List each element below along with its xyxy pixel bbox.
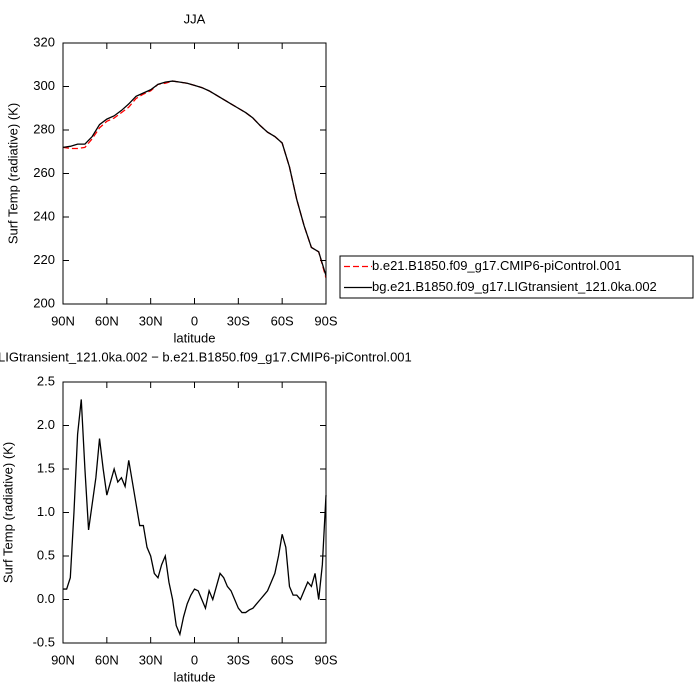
y-tick-label: 0.5 [37, 547, 55, 562]
chart-title: LIGtransient_121.0ka.002 − b.e21.B1850.f… [0, 349, 412, 364]
data-line [63, 399, 327, 637]
chart-title: JJA [184, 11, 206, 26]
x-tick-label: 90S [314, 313, 337, 328]
plot-frame [62, 42, 327, 305]
x-tick-label: 30N [139, 652, 163, 667]
y-tick-label: -0.5 [33, 634, 55, 649]
y-tick-label: 2.0 [37, 417, 55, 432]
y-tick-label: 220 [33, 252, 55, 267]
x-tick-label: 60N [95, 313, 119, 328]
legend-label: bg.e21.B1850.f09_g17.LIGtransient_121.0k… [372, 279, 657, 294]
y-tick-label: 2.5 [37, 373, 55, 388]
plot-frame [62, 381, 327, 644]
y-tick-label: 300 [33, 78, 55, 93]
data-line [62, 80, 327, 276]
legend-box [339, 255, 694, 299]
y-tick-label: 280 [33, 121, 55, 136]
x-tick-label: 30N [139, 313, 163, 328]
y-tick-label: 200 [33, 295, 55, 310]
x-tick-label: 30S [227, 652, 250, 667]
x-tick-label: 90N [51, 313, 75, 328]
x-tick-label: 90S [314, 652, 337, 667]
y-tick-label: 1.0 [37, 504, 55, 519]
x-tick-label: 60N [95, 652, 119, 667]
y-tick-label: 0.0 [37, 591, 55, 606]
y-tick-label: 260 [33, 165, 55, 180]
x-tick-label: 30S [227, 313, 250, 328]
x-axis-label: latitude [174, 330, 216, 345]
x-tick-label: 0 [191, 313, 198, 328]
legend-label: b.e21.B1850.f09_g17.CMIP6-piControl.001 [372, 258, 621, 273]
x-tick-label: 60S [271, 652, 294, 667]
y-tick-label: 1.5 [37, 460, 55, 475]
y-tick-label: 320 [33, 34, 55, 49]
y-axis-label: Surf Temp (radiative) (K) [5, 103, 20, 244]
data-line [62, 80, 327, 279]
x-tick-label: 90N [51, 652, 75, 667]
x-tick-label: 0 [191, 652, 198, 667]
x-axis-label: latitude [174, 669, 216, 684]
y-tick-label: 240 [33, 208, 55, 223]
x-tick-label: 60S [271, 313, 294, 328]
y-axis-label: Surf Temp (radiative) (K) [0, 442, 15, 583]
